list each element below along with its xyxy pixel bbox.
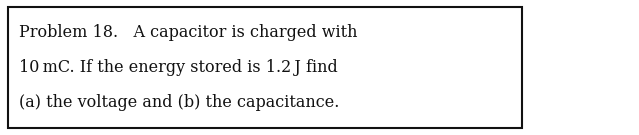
Text: (a) the voltage and (b) the capacitance.: (a) the voltage and (b) the capacitance. [19,94,339,111]
FancyBboxPatch shape [8,7,522,128]
Text: Problem 18.   A capacitor is charged with: Problem 18. A capacitor is charged with [19,24,358,41]
Text: 10 mC. If the energy stored is 1.2 J find: 10 mC. If the energy stored is 1.2 J fin… [19,59,338,76]
